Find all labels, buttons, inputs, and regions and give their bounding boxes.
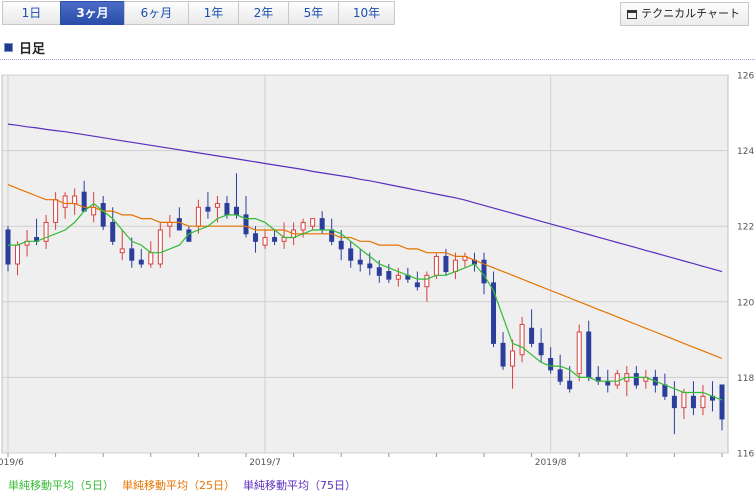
candle-body [72,195,78,205]
candle-body [414,282,420,288]
sma25-line [7,184,723,360]
candle-body [491,282,497,344]
candle-body [138,259,144,265]
candle-body [281,237,287,242]
candle-body [310,218,316,227]
candle-body [129,248,135,261]
x-tick-label: 2019/8 [535,458,567,468]
legend: 単純移動平均（5日） 単純移動平均（25日） 単純移動平均（75日） [8,477,356,493]
candle-body [243,214,249,235]
candle-body [376,267,382,276]
candle-body [662,384,668,397]
tab-2-year[interactable]: 2年 [238,1,289,25]
y-tick-label: 126 [737,72,754,82]
candle-body [576,331,582,375]
candle-body [157,229,163,265]
candle-body [548,358,554,371]
candlestick-chart: 116 118 120 122 124 126 2019/6 2019/7 2019/8 [0,72,754,469]
window-icon [627,9,638,19]
dotted-divider [0,59,755,60]
candle-body [700,395,706,409]
section-title: 日足 [19,42,46,57]
candle-body [529,327,535,344]
tab-10-year[interactable]: 10年 [338,1,395,25]
y-tick-label: 120 [737,298,754,308]
candle-body [357,259,363,265]
tab-1-day[interactable]: 1日 [2,1,61,25]
candle-body [519,323,525,356]
candle-body [329,229,335,242]
legend-sma5: 単純移動平均（5日） [8,479,114,492]
square-icon [4,43,13,52]
candle-body [633,373,639,386]
period-tabs: 1日 3ヶ月 6ヶ月 1年 2年 5年 10年 [2,1,395,25]
candle-body [195,206,201,227]
legend-sma25: 単純移動平均（25日） [122,479,235,492]
candle-body [119,248,125,254]
candle-body [367,263,373,269]
candle-body [538,342,544,356]
candle-body [214,203,220,208]
candle-body [719,384,725,420]
technical-chart-label: テクニカルチャート [641,7,740,20]
candle-body [481,259,487,284]
sma5-line [8,202,723,401]
candle-body [510,350,516,367]
candle-body [148,252,154,265]
candle-body [452,259,458,273]
candle-body [5,229,11,265]
y-tick-label: 116 [737,450,754,460]
candle-body [205,206,211,212]
candle-body [43,221,49,242]
candle-body [81,191,87,212]
tab-3-month[interactable]: 3ヶ月 [60,1,125,25]
candle-body [300,221,306,231]
candle-body [224,203,230,216]
candle-body [443,255,449,273]
candle-body [338,240,344,250]
candle-body [671,395,677,409]
candle-body [53,199,59,223]
candle-body [62,195,68,208]
candle-body [500,342,506,367]
tab-5-year[interactable]: 5年 [288,1,339,25]
candle-body [395,274,401,280]
candle-body [348,248,354,261]
candle-body [690,395,696,409]
tab-1-year[interactable]: 1年 [188,1,239,25]
technical-chart-button[interactable]: テクニカルチャート [620,2,749,26]
candle-body [386,271,392,280]
candle-body [253,233,259,242]
candle-body [262,237,268,246]
legend-sma75: 単純移動平均（75日） [243,479,356,492]
candle-body [681,392,687,409]
candle-body [319,218,325,231]
candle-body [424,274,430,288]
candle-body [176,218,182,231]
candle-body [567,380,573,390]
x-tick-label: 2019/6 [0,458,24,468]
section-header: 日足 [4,38,45,57]
candle-body [557,369,563,382]
candle-body [100,203,106,227]
sma75-line [7,123,723,273]
y-tick-label: 122 [737,223,754,233]
plot-area [1,74,729,454]
candle-body [15,244,21,265]
x-tick-label: 2019/7 [249,458,281,468]
candle-body [614,373,620,386]
candle-body [272,237,278,242]
candle-body [433,255,439,276]
y-tick-label: 118 [737,374,754,384]
candle-body [233,206,239,216]
tab-6-month[interactable]: 6ヶ月 [124,1,189,25]
y-tick-label: 124 [737,147,754,157]
candle-body [586,331,592,378]
candle-body [110,221,116,242]
